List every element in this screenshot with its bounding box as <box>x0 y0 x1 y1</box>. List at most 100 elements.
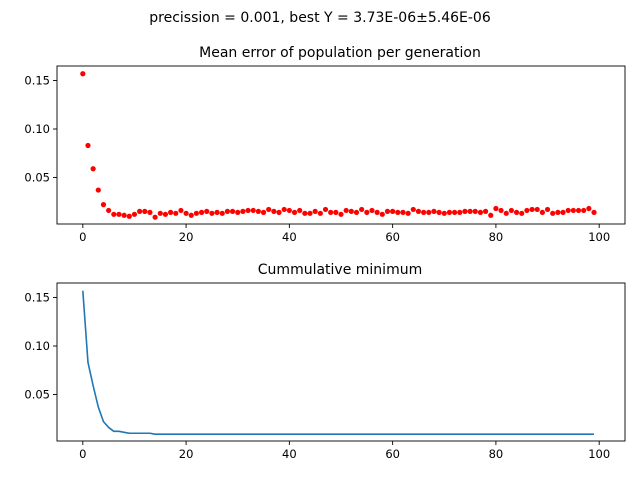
scatter-point <box>390 208 396 214</box>
scatter-x-tick-label: 100 <box>588 230 610 244</box>
scatter-point <box>90 166 96 172</box>
scatter-point <box>271 208 277 214</box>
scatter-point <box>513 209 520 215</box>
scatter-point <box>276 209 282 215</box>
scatter-point <box>152 214 158 220</box>
scatter-point <box>452 209 458 215</box>
scatter-point <box>100 202 107 208</box>
scatter-axes-frame <box>56 65 626 225</box>
scatter-point <box>353 209 360 215</box>
scatter-point <box>348 208 354 214</box>
line-axes: Cummulative minimum 0 20 40 60 80 100 0.05 0.10… <box>24 262 626 461</box>
scatter-point <box>85 142 91 149</box>
scatter-point <box>482 208 489 214</box>
line-plot-area <box>82 290 595 436</box>
line-x-tick-label: 60 <box>385 447 400 461</box>
line-axes-frame <box>56 282 626 442</box>
scatter-point <box>240 208 246 214</box>
scatter-point <box>317 210 323 216</box>
scatter-point <box>570 207 576 214</box>
line-x-tick-label: 40 <box>282 447 297 461</box>
scatter-point <box>198 209 205 215</box>
scatter-point <box>328 209 334 215</box>
scatter-point <box>121 212 127 218</box>
scatter-title: Mean error of population per generation <box>199 45 481 61</box>
scatter-point <box>384 208 391 214</box>
scatter-axes: Mean error of population per generation … <box>24 45 626 244</box>
line-y-tick-label: 0.15 <box>24 291 50 305</box>
scatter-point <box>157 210 163 216</box>
scatter-point <box>126 213 132 219</box>
scatter-point <box>209 210 215 216</box>
scatter-point <box>297 207 303 214</box>
scatter-point <box>503 210 509 216</box>
scatter-point <box>539 209 545 215</box>
scatter-point <box>162 211 169 217</box>
scatter-point <box>286 207 292 214</box>
scatter-x-tick-label: 80 <box>489 230 504 244</box>
scatter-point <box>95 187 101 193</box>
scatter-y-tick-label: 0.05 <box>24 170 50 184</box>
scatter-point <box>224 208 230 214</box>
scatter-y-tick-label: 0.15 <box>24 74 50 88</box>
scatter-point <box>534 206 540 213</box>
scatter-point <box>178 207 184 214</box>
scatter-point <box>498 207 504 214</box>
scatter-point <box>421 209 427 215</box>
scatter-x-tick-label: 0 <box>79 230 86 244</box>
line-x-tick-label: 100 <box>588 447 610 461</box>
scatter-point <box>302 210 308 216</box>
scatter-point <box>415 208 422 214</box>
line-title: Cummulative minimum <box>258 262 422 278</box>
scatter-point <box>260 209 267 215</box>
scatter-point <box>524 207 530 214</box>
scatter-point <box>142 208 148 214</box>
line-series <box>82 290 595 436</box>
scatter-point <box>312 208 318 214</box>
scatter-point <box>131 211 138 217</box>
scatter-point <box>364 209 370 215</box>
figure-suptitle: precission = 0.001, best Y = 3.73E-06±5.… <box>149 10 491 26</box>
scatter-point <box>168 209 174 215</box>
scatter-point <box>116 211 122 217</box>
scatter-point <box>431 208 437 214</box>
scatter-point <box>204 208 210 214</box>
scatter-x-tick-label: 60 <box>385 230 400 244</box>
line-y-tick-label: 0.10 <box>24 339 50 353</box>
scatter-point <box>111 211 117 217</box>
scatter-point <box>188 212 194 218</box>
line-y-tick-label: 0.05 <box>24 387 50 401</box>
scatter-point <box>229 208 236 214</box>
scatter-point <box>529 206 535 213</box>
scatter-point <box>560 209 566 215</box>
line-x-tick-label: 80 <box>489 447 504 461</box>
scatter-point <box>575 207 582 214</box>
scatter-point <box>147 209 153 215</box>
scatter-point <box>565 207 571 214</box>
scatter-point <box>410 206 416 213</box>
scatter-point <box>183 210 189 216</box>
scatter-point <box>400 209 406 215</box>
scatter-point <box>214 209 220 215</box>
scatter-point <box>581 207 587 214</box>
scatter-point <box>106 207 112 214</box>
scatter-point <box>235 209 241 215</box>
scatter-point <box>426 209 432 215</box>
scatter-point <box>281 206 287 213</box>
scatter-point <box>436 209 442 215</box>
scatter-point <box>477 209 484 215</box>
scatter-point <box>405 210 411 216</box>
scatter-point <box>441 210 447 216</box>
scatter-x-tick-label: 20 <box>179 230 194 244</box>
scatter-point <box>472 208 478 214</box>
scatter-x-tick-label: 40 <box>282 230 297 244</box>
scatter-point <box>446 209 453 215</box>
scatter-point <box>586 205 592 212</box>
scatter-y-tick-label: 0.10 <box>24 122 50 136</box>
scatter-point <box>395 209 401 215</box>
scatter-point <box>508 207 514 214</box>
scatter-point <box>359 206 365 213</box>
scatter-plot-area <box>80 71 597 220</box>
scatter-point <box>291 209 298 215</box>
